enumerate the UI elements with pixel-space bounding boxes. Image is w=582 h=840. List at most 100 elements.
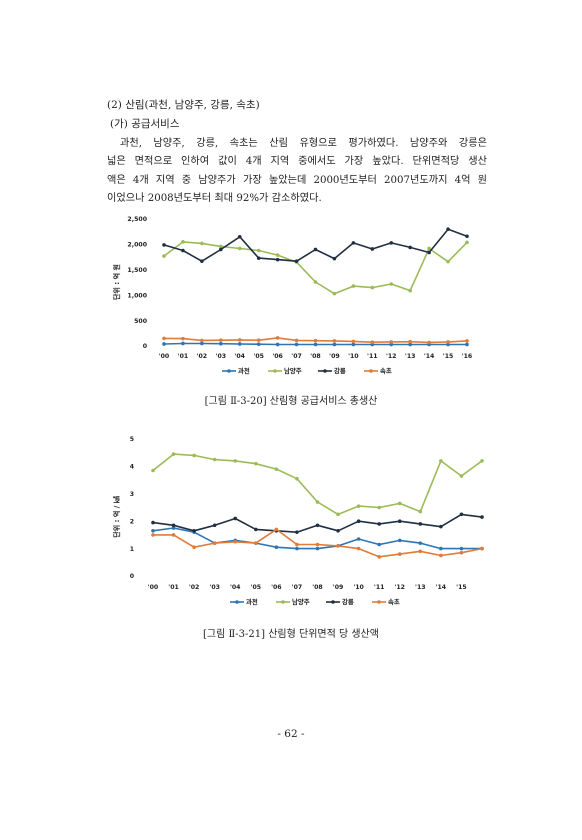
data-point xyxy=(370,285,375,290)
y-tick-label: 2 xyxy=(130,518,134,525)
data-point xyxy=(200,338,204,343)
x-tick-label: '01 xyxy=(178,353,189,360)
data-point xyxy=(370,247,375,251)
y-tick-label: 1,000 xyxy=(127,292,147,299)
data-point xyxy=(439,524,443,529)
data-point xyxy=(274,545,279,550)
chart-total-production: 0 500 1,000 1,500 2,000 2,500 단위 : 억 원 '00 '01 '0… xyxy=(112,216,472,375)
x-tick-label: '05 xyxy=(251,584,262,591)
data-point xyxy=(459,512,464,517)
x-tick-label: '07 xyxy=(291,353,302,360)
paragraph-line: 액은 4개 지역 중 남양주가 가장 높았는데 2000년도부터 2007년도까… xyxy=(107,174,487,186)
data-point xyxy=(408,342,412,347)
data-point xyxy=(389,241,394,245)
data-point xyxy=(480,515,484,519)
x-tick-label: '11 xyxy=(374,584,385,591)
data-point xyxy=(192,528,196,533)
data-point xyxy=(439,546,443,551)
legend-entry: 남양주 xyxy=(292,597,310,606)
legend-marker xyxy=(281,600,285,604)
series-line xyxy=(152,513,483,534)
y-tick-label: 1,500 xyxy=(127,267,147,274)
data-point xyxy=(389,342,394,347)
data-point xyxy=(315,546,320,551)
data-point xyxy=(446,342,450,347)
x-tick-label: '10 xyxy=(353,584,364,591)
data-point xyxy=(294,259,299,263)
data-point xyxy=(418,549,423,554)
x-tick-label: '15 xyxy=(443,353,454,360)
data-point xyxy=(397,538,402,543)
x-tick-label: '04 xyxy=(230,584,241,591)
x-tick-label: '04 xyxy=(234,353,245,360)
data-point xyxy=(332,342,337,347)
data-point xyxy=(332,339,337,343)
data-point xyxy=(200,259,204,263)
data-point xyxy=(151,468,155,473)
y-tick-label: 1 xyxy=(130,546,134,553)
section-heading: (2) 산림(과천, 남양주, 강릉, 속초) xyxy=(107,99,260,111)
legend-marker xyxy=(331,600,335,604)
data-point xyxy=(254,527,258,532)
data-point xyxy=(275,342,280,347)
section-subheading: (가) 공급서비스 xyxy=(110,118,180,130)
data-point xyxy=(315,500,320,504)
x-tick-label: '00 xyxy=(159,353,170,360)
data-point xyxy=(275,336,280,340)
x-tick-label: '08 xyxy=(312,584,323,591)
data-point xyxy=(459,546,464,551)
data-point xyxy=(356,504,361,508)
legend-entry: 강릉 xyxy=(334,366,346,375)
data-point xyxy=(181,248,185,253)
data-point xyxy=(351,241,356,245)
y-tick-label: 3 xyxy=(130,491,134,498)
data-point xyxy=(313,342,318,347)
data-point xyxy=(446,227,450,231)
data-point xyxy=(295,546,299,551)
x-tick-label: '06 xyxy=(271,584,282,591)
page-number: - 62 - xyxy=(277,728,305,740)
x-tick-label: '14 xyxy=(436,584,447,591)
data-point xyxy=(408,245,412,250)
data-point xyxy=(465,240,469,245)
data-point xyxy=(427,250,431,255)
data-point xyxy=(237,246,242,251)
data-point xyxy=(237,342,242,346)
data-point xyxy=(275,253,280,257)
data-point xyxy=(192,453,196,458)
data-point xyxy=(332,256,337,261)
data-point xyxy=(295,476,299,481)
legend-entry: 속초 xyxy=(388,597,400,606)
data-point xyxy=(389,282,394,286)
data-point xyxy=(427,340,431,345)
data-point xyxy=(446,340,450,344)
data-point xyxy=(181,240,185,244)
legend-entry: 과천 xyxy=(246,597,258,606)
data-point xyxy=(237,234,242,239)
x-tick-label: '12 xyxy=(386,353,397,360)
data-point xyxy=(162,243,166,247)
data-point xyxy=(212,541,217,545)
data-point xyxy=(200,241,204,246)
data-point xyxy=(254,461,258,466)
x-tick-label: '02 xyxy=(197,353,208,360)
data-point xyxy=(294,342,299,347)
paragraph-line: 이었으나 2008년도부터 최대 92%가 감소하였다. xyxy=(107,192,322,204)
body-paragraph: 과천, 남양주, 강릉, 속초는 산림 유형으로 평가하였다. 남양주와 강릉은… xyxy=(107,135,487,208)
data-point xyxy=(418,522,423,526)
data-point xyxy=(427,246,431,251)
data-point xyxy=(256,338,261,342)
data-point xyxy=(356,546,361,551)
figure-caption-2: [그림 Ⅱ-3-21] 산림형 단위면적 당 생산액 xyxy=(203,629,379,640)
x-tick-label: '12 xyxy=(394,584,405,591)
data-point xyxy=(233,459,238,463)
x-tick-label: '08 xyxy=(310,353,321,360)
data-point xyxy=(459,474,464,478)
y-tick-label: 0 xyxy=(130,573,135,580)
data-point xyxy=(397,552,402,556)
data-point xyxy=(446,259,450,264)
data-point xyxy=(151,533,155,537)
x-tick-label: '09 xyxy=(329,353,340,360)
data-point xyxy=(181,341,185,346)
legend-marker xyxy=(369,369,373,373)
